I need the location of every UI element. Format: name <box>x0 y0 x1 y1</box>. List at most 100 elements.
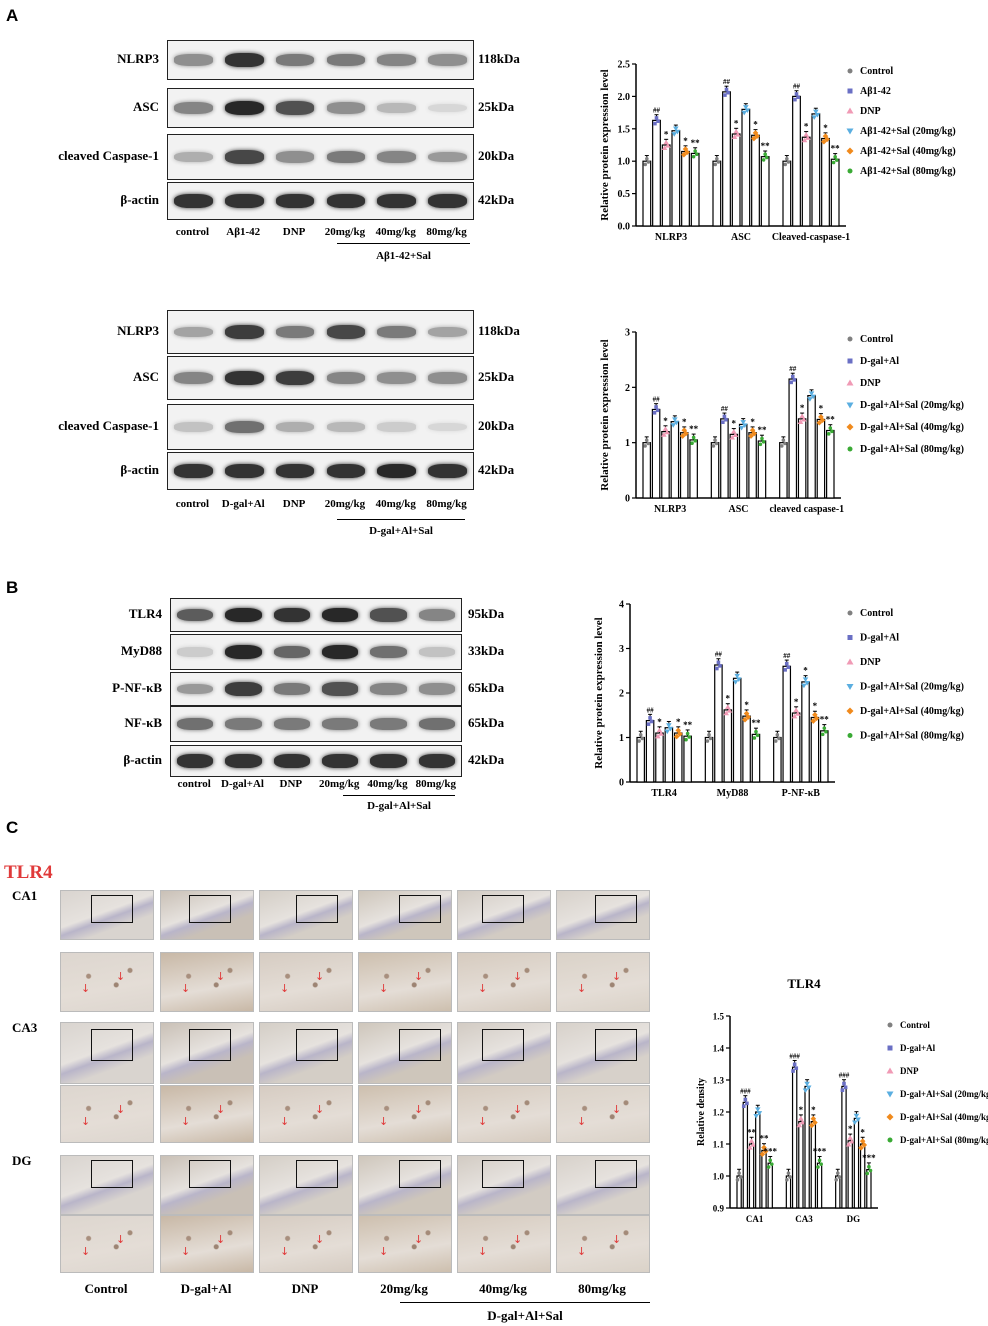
lane-label: 20mg/kg <box>324 498 366 510</box>
zoom-region-box <box>595 895 637 923</box>
data-point <box>667 726 674 732</box>
blot-band <box>225 607 262 623</box>
data-point <box>814 112 821 118</box>
x-category-label: CA3 <box>795 1214 813 1224</box>
zoom-region-box <box>296 1160 338 1188</box>
data-point <box>858 1145 864 1151</box>
legend-label: D-gal+Al <box>860 633 899 644</box>
y-tick-label: 0 <box>625 494 630 505</box>
data-point <box>731 134 738 140</box>
y-tick-label: 3 <box>619 644 624 655</box>
lane-label: DNP <box>282 498 306 510</box>
data-point <box>738 425 745 431</box>
lane-label: DNP <box>282 226 306 238</box>
blot-band <box>326 422 366 432</box>
data-point <box>745 1101 749 1106</box>
lane-label: 20mg/kg <box>324 226 366 238</box>
data-point <box>794 711 801 716</box>
legend-label: DNP <box>900 1066 919 1076</box>
blot-band <box>224 325 264 339</box>
blot-band <box>177 717 214 731</box>
data-point <box>649 719 654 724</box>
data-point <box>724 417 728 422</box>
ihc-group-label: D-gal+Al+Sal <box>487 1308 563 1323</box>
significance-mark: * <box>744 700 749 710</box>
blot-row-label: NLRP3 <box>117 323 159 338</box>
blot-band <box>225 682 262 696</box>
significance-mark: * <box>803 666 808 676</box>
blot-band <box>177 647 214 657</box>
data-point <box>791 713 798 719</box>
legend-label: Aβ1-42+Sal (40mg/kg) <box>860 146 956 157</box>
blot-band <box>322 718 359 730</box>
data-point <box>673 733 680 740</box>
zoom-region-box <box>91 895 133 923</box>
lane-label: 20mg/kg <box>318 778 360 790</box>
blot-band <box>428 193 467 209</box>
data-point <box>741 1104 746 1109</box>
blot-strip <box>170 672 462 706</box>
western-blot-a1: NLRP3 118kDa ASC 25kDa cleaved Caspase-1 20kD… <box>0 0 560 280</box>
blot-band <box>428 54 467 66</box>
significance-mark: * <box>682 417 687 427</box>
blot-band <box>224 370 264 386</box>
data-point <box>819 1162 823 1166</box>
red-arrow-icon: ↓ <box>116 1233 126 1246</box>
legend-marker <box>846 107 854 114</box>
blot-strip <box>170 598 462 632</box>
micrograph-overview <box>556 1022 650 1084</box>
data-point <box>802 1088 809 1094</box>
significance-mark: *** <box>813 1146 827 1156</box>
red-arrow-icon: ↓ <box>414 1103 424 1116</box>
red-arrow-icon: ↓ <box>612 1103 622 1116</box>
x-category-label: MyD88 <box>717 788 749 799</box>
y-axis-label: Relative protein expression level <box>593 617 605 768</box>
legend-marker <box>846 423 854 431</box>
data-point <box>821 138 827 145</box>
data-point <box>764 155 769 160</box>
blot-band <box>370 645 407 659</box>
legend-label: DNP <box>860 106 881 117</box>
lane-label: DNP <box>279 778 303 790</box>
data-point <box>803 131 809 137</box>
micrograph-zoom: ↓ ↓ <box>358 952 452 1012</box>
y-tick-label: 4 <box>619 600 624 611</box>
red-arrow-icon: ↓ <box>280 1115 290 1128</box>
red-arrow-icon: ↓ <box>478 1245 488 1258</box>
data-point <box>645 156 649 161</box>
blot-band <box>174 463 213 479</box>
blot-row-label: β-actin <box>120 462 159 477</box>
data-point <box>834 158 839 162</box>
data-point <box>781 438 786 442</box>
blot-band <box>418 609 455 621</box>
red-arrow-icon: ↓ <box>181 1115 191 1128</box>
data-point <box>763 152 767 157</box>
blot-row-label: ASC <box>132 369 159 384</box>
y-tick-label: 3 <box>625 328 630 339</box>
data-point <box>735 1178 740 1182</box>
micrograph-overview <box>358 1022 452 1084</box>
zoom-region-box <box>296 895 338 923</box>
significance-mark: * <box>732 419 737 429</box>
data-point <box>662 426 669 431</box>
significance-mark: * <box>800 403 805 413</box>
red-arrow-icon: ↓ <box>280 1245 290 1258</box>
blot-band <box>273 607 310 623</box>
zoom-region-box <box>189 1160 231 1188</box>
blot-band <box>275 193 315 209</box>
legend-label: D-gal+Al+Sal (80mg/kg) <box>860 444 964 455</box>
chart-c-tlr4-density: TLR4 0.9 1.0 1.1 1.2 1.3 1.4 1.5 Relative densit… <box>696 976 988 1224</box>
significance-mark: ## <box>723 78 731 86</box>
blot-band <box>326 372 366 384</box>
micrograph-zoom: ↓ ↓ <box>556 952 650 1012</box>
blot-row-label: NF-κB <box>124 715 162 730</box>
data-point <box>849 1138 855 1144</box>
data-point <box>691 435 696 440</box>
chart-b-protein-expression: 0 1 2 3 4 Relative protein expression level ##… <box>593 600 964 800</box>
blot-band <box>224 463 264 479</box>
blot-kda-label: 65kDa <box>468 715 505 730</box>
data-point <box>652 410 657 415</box>
western-blot-a2: NLRP3 118kDa ASC 25kDa cleaved Caspase-1 20kD… <box>0 0 560 560</box>
legend-marker <box>846 707 854 715</box>
bar <box>690 152 700 227</box>
